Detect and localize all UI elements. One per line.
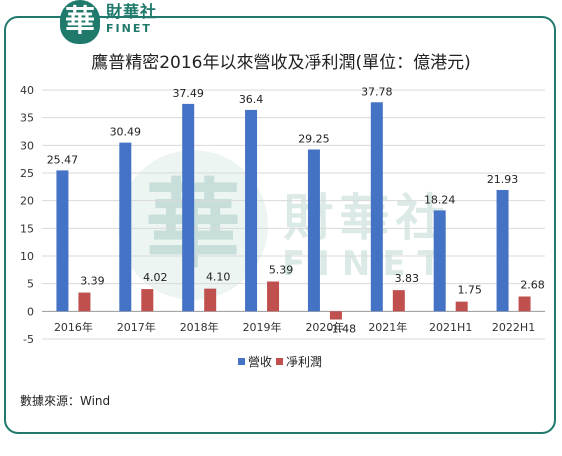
bar-revenue <box>433 210 446 312</box>
bar-revenue <box>56 170 69 312</box>
finet-logo: 華 <box>60 0 100 44</box>
y-tick-label: 10 <box>20 250 34 263</box>
y-tick-label: 0 <box>27 305 34 318</box>
data-label: 37.49 <box>172 87 204 100</box>
bar-revenue <box>119 142 132 312</box>
x-tick-label: 2017年 <box>117 320 156 334</box>
x-tick-label: 2018年 <box>180 320 219 334</box>
bar-net-profit <box>329 311 342 320</box>
chart-title: 鷹普精密2016年以來營收及凈利潤(單位：億港元) <box>91 53 471 73</box>
bar-revenue <box>245 109 258 312</box>
y-tick-label: 5 <box>27 278 34 291</box>
x-tick-label: 2019年 <box>243 320 282 334</box>
y-tick-label: -5 <box>23 333 34 346</box>
x-tick-label: 2020年 <box>305 320 344 334</box>
brand-name-cn: 財華社 <box>106 2 158 21</box>
data-label: -1.48 <box>328 323 356 336</box>
data-label: 25.47 <box>47 153 79 166</box>
x-tick-label: 2016年 <box>54 320 93 334</box>
data-label: 30.49 <box>110 126 142 139</box>
legend-label: 凈利潤 <box>286 355 322 369</box>
bar-net-profit <box>78 292 91 312</box>
data-label: 2.68 <box>520 279 545 292</box>
y-tick-label: 20 <box>20 195 34 208</box>
data-label: 1.75 <box>457 284 482 297</box>
data-label: 37.78 <box>361 85 393 98</box>
legend-swatch <box>238 358 245 365</box>
y-tick-label: 30 <box>20 139 34 152</box>
data-label: 4.10 <box>206 271 231 284</box>
bar-net-profit <box>141 289 154 312</box>
data-label: 4.02 <box>143 271 168 284</box>
bar-revenue <box>370 102 383 312</box>
y-tick-label: 40 <box>20 84 34 97</box>
bar-net-profit <box>392 290 405 312</box>
bar-revenue <box>182 103 195 312</box>
legend-label: 營收 <box>248 355 272 369</box>
bar-net-profit <box>455 301 468 312</box>
y-tick-label: 25 <box>20 167 34 180</box>
bar-revenue <box>496 189 509 312</box>
data-label: 36.4 <box>239 93 264 106</box>
data-source: 數據來源：Wind <box>20 394 111 408</box>
data-label: 18.24 <box>424 193 456 206</box>
bar-net-profit <box>204 288 217 312</box>
data-label: 3.83 <box>395 272 420 285</box>
x-tick-label: 2021年 <box>368 320 407 334</box>
x-tick-label: 2022H1 <box>492 321 535 334</box>
bar-net-profit <box>518 296 531 312</box>
data-label: 3.39 <box>80 275 105 288</box>
legend-swatch <box>276 358 283 365</box>
data-label: 21.93 <box>487 173 519 186</box>
data-label: 5.39 <box>269 264 294 277</box>
bar-revenue <box>307 149 320 312</box>
bar-net-profit <box>267 281 280 312</box>
y-tick-label: 15 <box>20 222 34 235</box>
y-tick-label: 35 <box>20 112 34 125</box>
x-tick-label: 2021H1 <box>429 321 472 334</box>
brand-name-en: FINET <box>106 22 152 35</box>
data-label: 29.25 <box>298 132 330 145</box>
brand-name: 財華社 FINET <box>106 2 157 36</box>
